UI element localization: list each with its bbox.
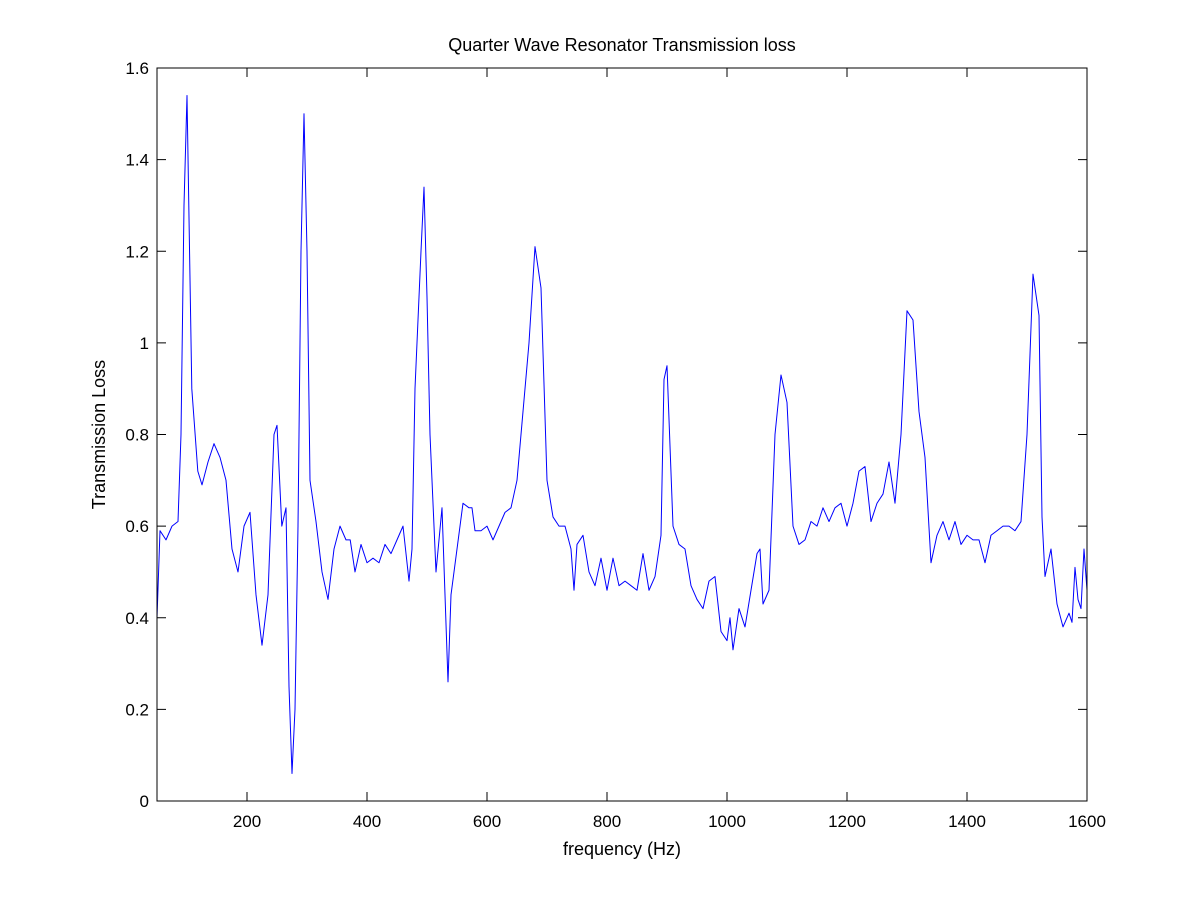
plot-area — [157, 68, 1087, 801]
x-tick-label: 1200 — [828, 812, 866, 831]
y-tick-label: 1 — [140, 334, 149, 353]
x-tick-label: 1000 — [708, 812, 746, 831]
x-tick-label: 600 — [473, 812, 501, 831]
x-tick-label: 400 — [353, 812, 381, 831]
y-tick-label: 0.4 — [125, 609, 149, 628]
y-tick-label: 1.4 — [125, 151, 149, 170]
series-line — [156, 94, 1088, 775]
y-tick-label: 0 — [140, 792, 149, 811]
y-tick-label: 0.8 — [125, 426, 149, 445]
y-axis-label: Transmission Loss — [89, 360, 109, 509]
x-tick-label: 800 — [593, 812, 621, 831]
x-tick-label: 1600 — [1068, 812, 1106, 831]
y-tick-label: 1.2 — [125, 242, 149, 261]
x-axis-label: frequency (Hz) — [563, 839, 681, 859]
x-tick-label: 1400 — [948, 812, 986, 831]
x-tick-label: 200 — [233, 812, 261, 831]
y-tick-label: 0.6 — [125, 517, 149, 536]
chart-title: Quarter Wave Resonator Transmission loss — [448, 35, 795, 55]
y-tick-label: 0.2 — [125, 700, 149, 719]
y-tick-label: 1.6 — [125, 59, 149, 78]
